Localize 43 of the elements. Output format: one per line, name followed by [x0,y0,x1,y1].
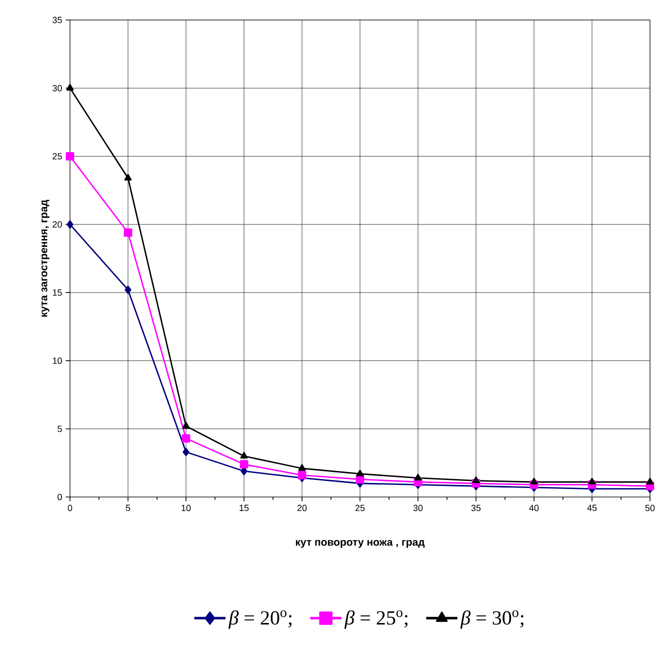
point [240,460,248,468]
point [530,478,538,484]
x-tick-label: 40 [529,504,539,512]
point [182,434,190,443]
x-tick-label: 0 [68,504,72,512]
x-tick-label: 25 [355,504,365,512]
x-axis-title: кут повороту ножа , град [296,540,425,548]
y-tick-label: 10 [52,358,62,364]
x-tick-label: 35 [471,504,481,512]
point [472,476,480,484]
point [298,471,306,480]
point [182,448,190,456]
y-tick-label: 30 [52,84,62,92]
point [66,152,74,160]
x-tick-label: 10 [182,504,191,512]
y-tick-label: 20 [52,221,62,228]
y-tick-label: 0 [58,494,62,500]
point [588,478,596,484]
y-axis-title: кута загострення, град [42,200,50,317]
x-tick-label: 30 [413,504,423,512]
x-tick-label: 45 [587,504,597,512]
point [240,452,248,459]
point [356,470,364,476]
point [124,286,132,294]
point [414,474,422,480]
x-tick-label: 50 [645,504,655,512]
legend-label: β = 25$^{o}$; [344,610,408,629]
y-tick-label: 35 [52,16,62,24]
point [124,228,132,237]
x-tick-label: 5 [126,504,130,512]
point [66,84,74,91]
point [298,464,306,471]
point [66,220,74,229]
legend-label: β = 20$^{o}$; [228,610,292,629]
y-tick-label: 25 [52,153,62,160]
x-tick-label: 20 [297,504,307,512]
point [646,478,654,484]
point [182,422,190,429]
y-tick-label: 15 [52,289,62,296]
x-tick-label: 15 [240,504,249,512]
legend-label: β = 30$^{o}$; [460,610,524,629]
point [124,174,132,181]
y-tick-label: 5 [58,426,62,432]
